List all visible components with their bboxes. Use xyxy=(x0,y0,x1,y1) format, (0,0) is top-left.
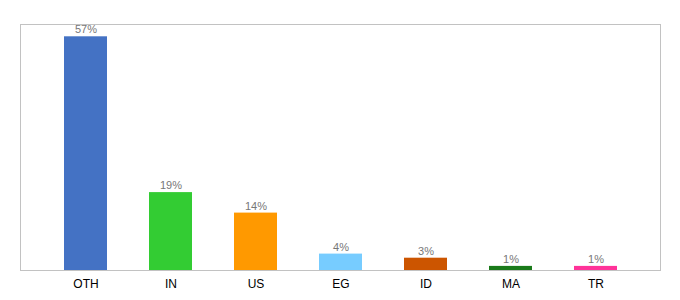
svg-text:IN: IN xyxy=(165,277,177,291)
svg-text:US: US xyxy=(248,277,265,291)
svg-text:57%: 57% xyxy=(75,23,97,35)
svg-text:EG: EG xyxy=(332,277,349,291)
svg-text:14%: 14% xyxy=(245,200,267,212)
svg-text:TR: TR xyxy=(588,277,604,291)
svg-text:19%: 19% xyxy=(160,179,182,191)
svg-text:1%: 1% xyxy=(588,253,604,265)
svg-text:1%: 1% xyxy=(503,253,519,265)
svg-text:3%: 3% xyxy=(418,245,434,257)
svg-text:OTH: OTH xyxy=(73,277,98,291)
svg-text:4%: 4% xyxy=(333,241,349,253)
svg-text:MA: MA xyxy=(502,277,520,291)
svg-text:ID: ID xyxy=(420,277,432,291)
